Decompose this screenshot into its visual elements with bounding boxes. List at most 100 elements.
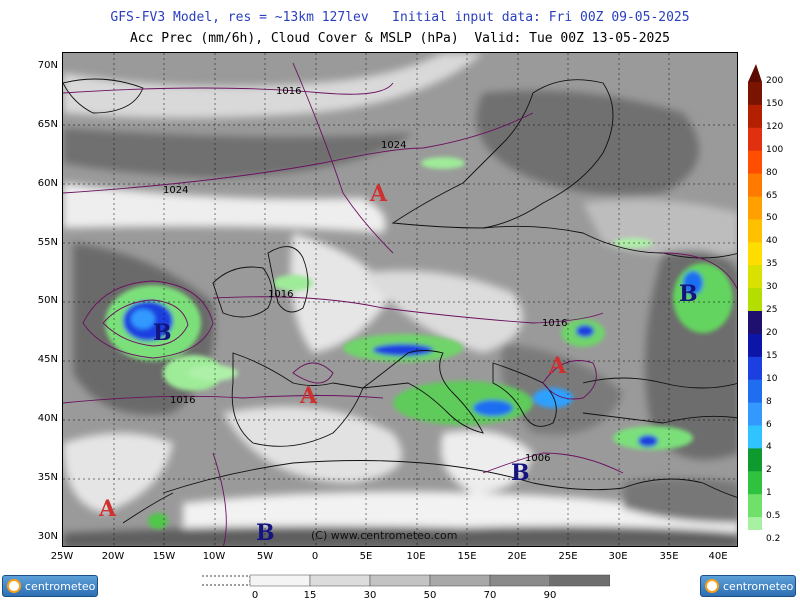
centrometeo-logo-right: centrometeo bbox=[700, 575, 796, 597]
legend-label: 80 bbox=[766, 167, 778, 178]
legend-swatch bbox=[748, 494, 762, 518]
lon-label-15e: 15E bbox=[457, 551, 477, 562]
isobar-label: 1016 bbox=[542, 318, 568, 329]
map-canvas bbox=[63, 53, 737, 546]
legend-label: 4 bbox=[766, 442, 772, 453]
lon-label-40e: 40E bbox=[708, 551, 728, 562]
cloud-legend-label: 70 bbox=[483, 590, 497, 601]
coastlines bbox=[63, 78, 737, 524]
legend-swatch bbox=[748, 448, 762, 472]
cloud-legend-label: 0 bbox=[251, 590, 259, 601]
legend-swatch bbox=[748, 196, 762, 220]
cloud-legend-label: 90 bbox=[543, 590, 557, 601]
legend-swatch bbox=[748, 402, 762, 426]
low-pressure-center: B bbox=[511, 460, 530, 486]
legend-swatch bbox=[748, 288, 762, 312]
precip-legend-bar bbox=[748, 64, 762, 530]
isobar-label: 1016 bbox=[268, 289, 294, 300]
cloud-legend-swatch bbox=[489, 574, 551, 587]
low-pressure-center: B bbox=[153, 320, 172, 346]
isobars bbox=[63, 62, 737, 546]
cloud-legend-swatch bbox=[369, 574, 431, 587]
lon-label-20w: 20W bbox=[101, 551, 125, 562]
legend-swatch bbox=[748, 127, 762, 152]
isobar-label: 1024 bbox=[163, 185, 189, 196]
legend-label: 120 bbox=[766, 121, 784, 132]
logo-ring-icon bbox=[705, 579, 719, 593]
lat-label-50n: 50N bbox=[37, 295, 58, 306]
cloud-legend-swatch bbox=[429, 574, 491, 587]
legend-label: 15 bbox=[766, 350, 778, 361]
high-pressure-center: A bbox=[300, 383, 318, 409]
legend-label: 200 bbox=[766, 76, 784, 86]
legend-label: 1 bbox=[766, 488, 772, 499]
lat-label-45n: 45N bbox=[37, 354, 58, 365]
lat-label-60n: 60N bbox=[37, 178, 58, 189]
legend-swatch bbox=[748, 311, 762, 335]
lon-label-20e: 20E bbox=[507, 551, 527, 562]
legend-label: 65 bbox=[766, 190, 778, 201]
legend-label: 40 bbox=[766, 236, 778, 247]
centrometeo-logo-left: centrometeo bbox=[2, 575, 98, 597]
legend-label: 6 bbox=[766, 419, 772, 430]
legend-label: 20 bbox=[766, 327, 778, 338]
legend-swatch bbox=[748, 104, 762, 129]
legend-label: 8 bbox=[766, 396, 772, 407]
high-pressure-center: A bbox=[549, 353, 567, 379]
lon-label-30e: 30E bbox=[608, 551, 628, 562]
low-pressure-center: B bbox=[679, 281, 698, 307]
legend-label: 50 bbox=[766, 213, 778, 224]
legend-swatch bbox=[748, 379, 762, 404]
isobar-label: 1024 bbox=[381, 140, 407, 151]
cloud-legend-swatch bbox=[249, 574, 311, 587]
legend-label: 25 bbox=[766, 305, 778, 315]
legend-label: 30 bbox=[766, 282, 778, 293]
weather-map: 1016 1024 1024 1016 1016 1016 1006 A B A… bbox=[62, 52, 738, 547]
lon-label-5w: 5W bbox=[256, 551, 274, 562]
legend-swatch bbox=[748, 265, 762, 289]
lon-label-15w: 15W bbox=[152, 551, 176, 562]
lon-label-25e: 25E bbox=[558, 551, 578, 562]
header-model-info: GFS-FV3 Model, res = ~13km 127lev Initia… bbox=[110, 10, 690, 25]
legend-arrow bbox=[748, 64, 762, 82]
cloud-legend-arrow bbox=[550, 575, 605, 586]
header-valid-time: Acc Prec (mm/6h), Cloud Cover & MSLP (hP… bbox=[129, 31, 671, 46]
lon-label-35e: 35E bbox=[659, 551, 679, 562]
isobar-label: 1006 bbox=[525, 453, 551, 464]
lon-label-10e: 10E bbox=[406, 551, 426, 562]
lon-label-0: 0 bbox=[311, 551, 319, 562]
legend-swatch bbox=[748, 82, 762, 106]
legend-label: 100 bbox=[766, 144, 784, 155]
legend-swatch bbox=[748, 219, 762, 243]
legend-label: 150 bbox=[766, 98, 784, 109]
cloud-legend-bar bbox=[202, 574, 610, 587]
legend-label: 0.2 bbox=[766, 534, 781, 544]
legend-swatch bbox=[748, 150, 762, 175]
legend-label: 0.5 bbox=[766, 511, 781, 522]
lon-label-5e: 5E bbox=[359, 551, 373, 562]
isobar-label: 1016 bbox=[170, 395, 196, 406]
legend-swatch bbox=[748, 242, 762, 266]
legend-swatch bbox=[748, 356, 762, 381]
cloud-legend-label: 50 bbox=[423, 590, 437, 601]
precipitation-layer bbox=[105, 157, 733, 529]
logo-text: centrometeo bbox=[25, 580, 96, 593]
cloud-legend-label: 30 bbox=[363, 590, 377, 601]
lon-label-10w: 10W bbox=[202, 551, 226, 562]
legend-label: 10 bbox=[766, 373, 778, 384]
lat-label-55n: 55N bbox=[37, 237, 58, 248]
low-pressure-center: B bbox=[256, 520, 275, 546]
lat-label-30n: 30N bbox=[37, 531, 58, 542]
cloud-legend-label: 15 bbox=[303, 590, 317, 601]
high-pressure-center: A bbox=[99, 496, 117, 522]
legend-swatch bbox=[748, 517, 762, 530]
legend-label: 35 bbox=[766, 259, 778, 270]
lat-label-40n: 40N bbox=[37, 413, 58, 424]
isobar-label: 1016 bbox=[276, 86, 302, 97]
logo-text: centrometeo bbox=[723, 580, 794, 593]
high-pressure-center: A bbox=[370, 181, 388, 207]
cloud-legend-swatch bbox=[309, 574, 371, 587]
legend-swatch bbox=[748, 471, 762, 495]
lat-label-35n: 35N bbox=[37, 472, 58, 483]
logo-ring-icon bbox=[7, 579, 21, 593]
